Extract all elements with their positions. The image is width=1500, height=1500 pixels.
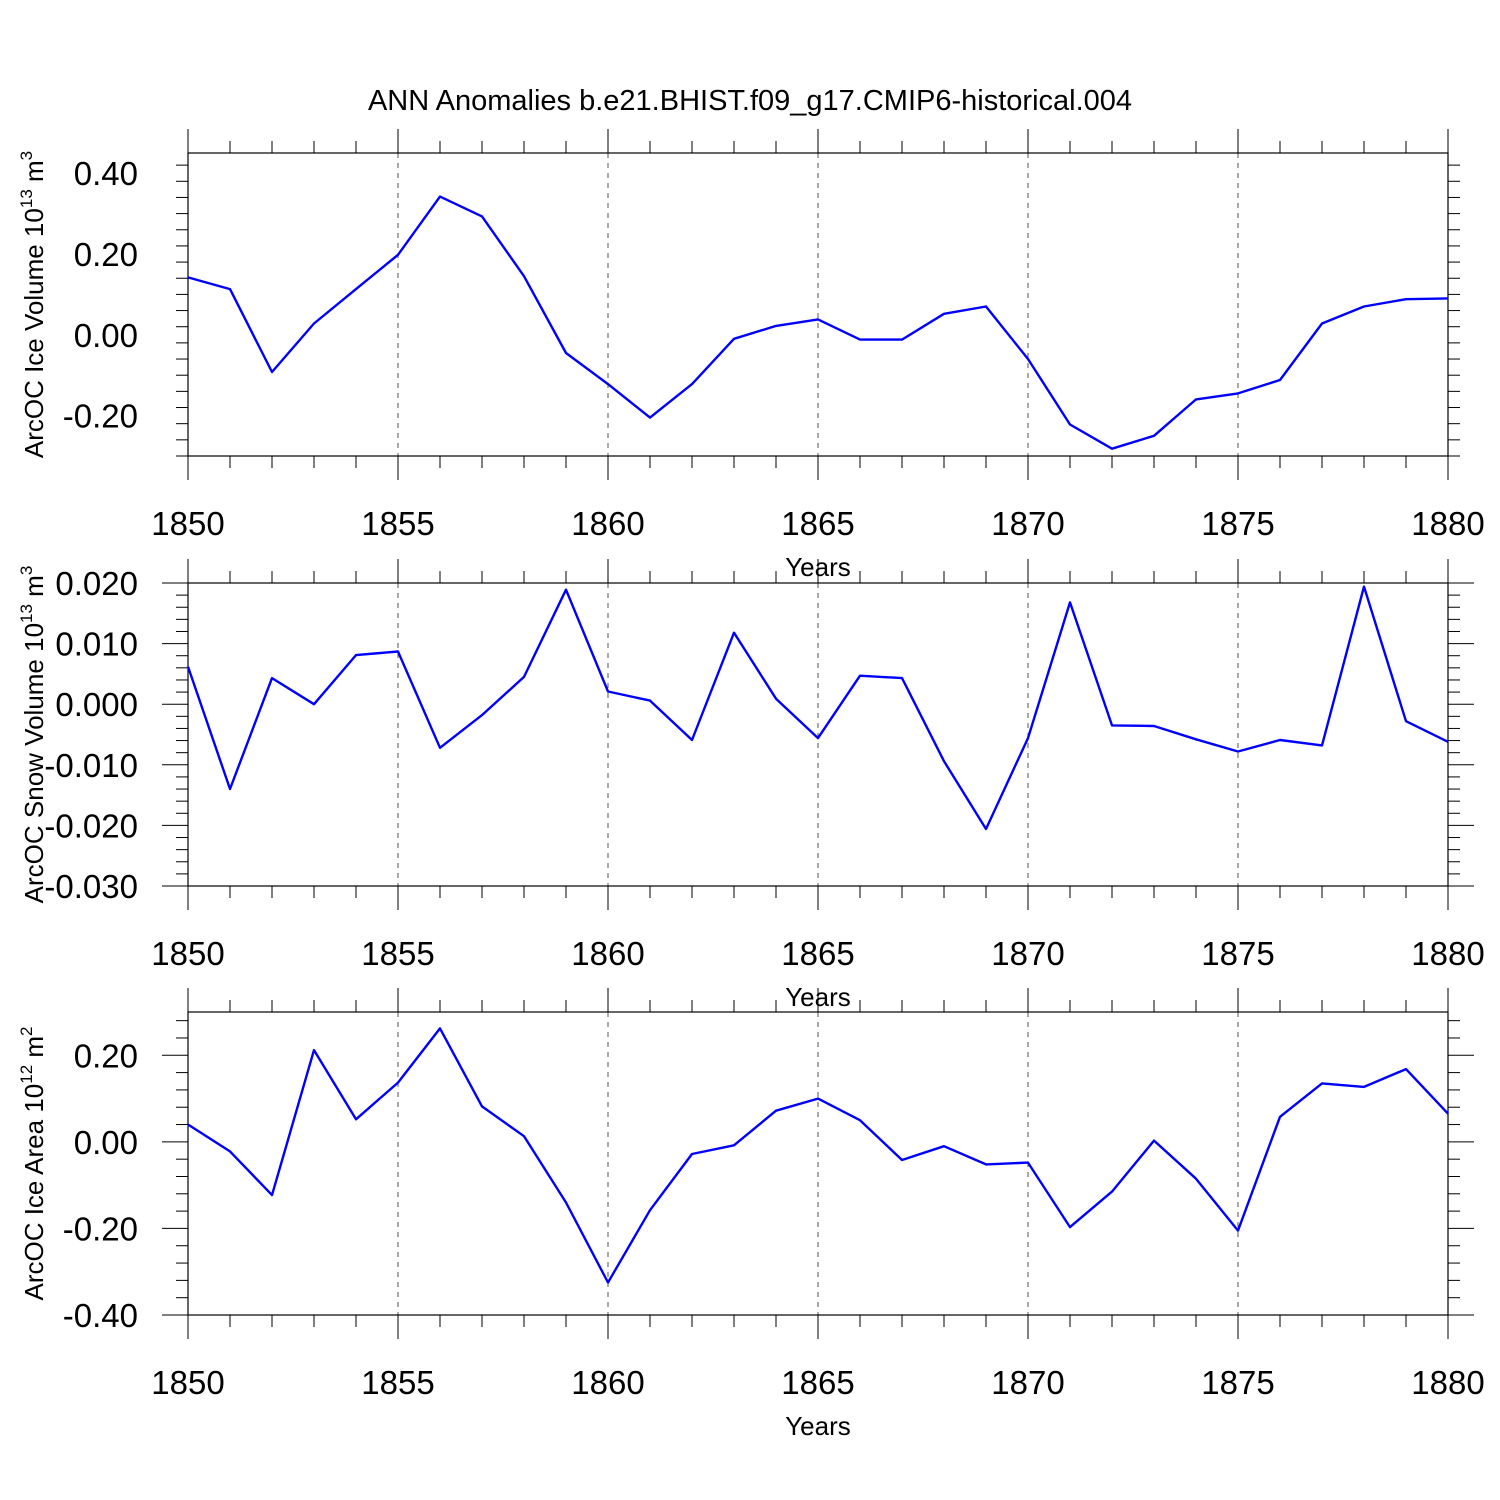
x-tick-label: 1865 <box>781 935 854 972</box>
x-tick-label: 1850 <box>151 935 224 972</box>
y-tick-label: 0.000 <box>55 686 138 723</box>
x-tick-label: 1865 <box>781 1364 854 1401</box>
x-tick-label: 1870 <box>991 505 1064 542</box>
panel-2: 1850 1855 1860 1865 1870 1875 1880 0.020 0.010 0.… <box>17 559 1485 1012</box>
x-tick-label: 1875 <box>1201 505 1274 542</box>
x-tick-label: 1860 <box>571 935 644 972</box>
y-tick-label: 0.20 <box>74 236 138 273</box>
y-tick-label: 0.020 <box>55 565 138 602</box>
y-tick-label: -0.20 <box>63 398 138 435</box>
x-tick-label: 1875 <box>1201 1364 1274 1401</box>
x-tick-label: 1855 <box>361 935 434 972</box>
x-tick-label: 1875 <box>1201 935 1274 972</box>
panel-3: 1850 1855 1860 1865 1870 1875 1880 0.20 0.00 -0.2… <box>17 988 1485 1441</box>
y-tick-label: 0.40 <box>74 155 138 192</box>
x-tick-label: 1860 <box>571 1364 644 1401</box>
y-axis-title: ArcOC Ice Area 1012 m2 <box>17 1026 49 1300</box>
x-tick-label: 1860 <box>571 505 644 542</box>
panels: 1850 1855 1860 1865 1870 1875 1880 0.40 0.20 0.00… <box>17 129 1485 1441</box>
y-axis-title: ArcOC Ice Volume 1013 m3 <box>17 151 49 458</box>
y-tick-label: 0.00 <box>74 1124 138 1161</box>
x-tick-label: 1850 <box>151 1364 224 1401</box>
y-tick-label: -0.010 <box>44 747 138 784</box>
x-tick-label: 1880 <box>1411 1364 1484 1401</box>
x-tick-label: 1870 <box>991 1364 1064 1401</box>
panel-1: 1850 1855 1860 1865 1870 1875 1880 0.40 0.20 0.00… <box>17 129 1485 582</box>
series-line <box>186 585 1449 831</box>
x-axis-title: Years <box>785 1411 851 1441</box>
y-axis-title: ArcOC Snow Volume 1013 m3 <box>17 566 49 904</box>
y-tick-label: 0.20 <box>74 1037 138 1074</box>
y-tick-label: -0.020 <box>44 807 138 844</box>
x-tick-label: 1865 <box>781 505 854 542</box>
y-tick-label: 0.00 <box>74 317 138 354</box>
y-tick-label: -0.20 <box>63 1210 138 1247</box>
series-line <box>187 1027 1449 1284</box>
x-tick-label: 1850 <box>151 505 224 542</box>
series-line <box>187 195 1449 450</box>
y-tick-label: 0.010 <box>55 626 138 663</box>
x-tick-label: 1880 <box>1411 935 1484 972</box>
y-tick-label: -0.40 <box>63 1297 138 1334</box>
x-tick-label: 1855 <box>361 1364 434 1401</box>
chart-title: ANN Anomalies b.e21.BHIST.f09_g17.CMIP6-… <box>368 85 1132 117</box>
y-tick-label: -0.030 <box>44 868 138 905</box>
x-tick-label: 1855 <box>361 505 434 542</box>
x-tick-label: 1870 <box>991 935 1064 972</box>
x-tick-label: 1880 <box>1411 505 1484 542</box>
